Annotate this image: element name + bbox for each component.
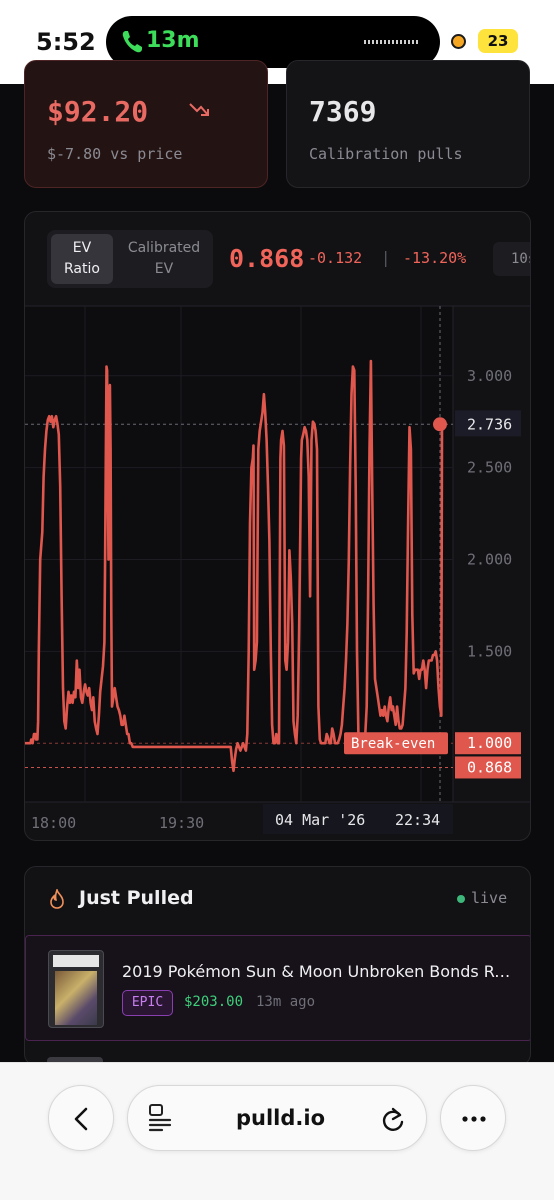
ellipsis-icon bbox=[462, 1116, 486, 1122]
reload-icon[interactable] bbox=[380, 1105, 406, 1133]
calibrated-ev-tab-line2: EV bbox=[154, 261, 174, 277]
break-even-value-badge bbox=[455, 732, 521, 755]
card-art bbox=[55, 971, 97, 1025]
x-tick-label: 18:00 bbox=[31, 814, 76, 832]
ev-ratio-change-pct: -13.20% bbox=[403, 249, 467, 267]
y-tick-label: 3.000 bbox=[467, 367, 512, 385]
current-value-badge bbox=[455, 410, 521, 437]
ev-vs-price: $-7.80 vs price bbox=[47, 145, 183, 163]
page-menu-icon bbox=[148, 1104, 172, 1132]
ev-ratio-tab[interactable]: EV Ratio bbox=[51, 234, 113, 284]
header-separator: | bbox=[383, 248, 389, 267]
pulls-card: 7369 Calibration pulls bbox=[286, 60, 530, 188]
calibrated-ev-tab-line1: Calibrated bbox=[127, 240, 201, 256]
flame-icon bbox=[50, 889, 64, 909]
y-tick-label: 1.500 bbox=[467, 642, 512, 660]
break-even-value-label: 1.000 bbox=[467, 734, 512, 752]
ev-value-card: $92.20 $-7.80 vs price bbox=[24, 60, 268, 188]
pulled-item-title: 2019 Pokémon Sun & Moon Unbroken Bonds R… bbox=[122, 962, 512, 981]
pulls-label: Calibration pulls bbox=[309, 145, 463, 163]
live-label: live bbox=[471, 889, 508, 907]
pulled-item-time: 13m ago bbox=[256, 994, 316, 1010]
chevron-left-icon bbox=[74, 1107, 88, 1131]
url-text: pulld.io bbox=[236, 1106, 326, 1130]
pulled-item-price: $203.00 bbox=[184, 994, 244, 1010]
rarity-badge: EPIC bbox=[122, 990, 173, 1016]
plot-area bbox=[25, 306, 453, 802]
clock-time: 5:52 bbox=[36, 28, 96, 56]
break-even-label: Break-even bbox=[351, 736, 435, 752]
card-thumbnail bbox=[48, 950, 104, 1028]
pulls-value: 7369 bbox=[309, 95, 377, 128]
browser-toolbar: pulld.io bbox=[0, 1062, 554, 1200]
ev-ratio-line bbox=[25, 359, 445, 773]
trend-down-icon bbox=[189, 103, 209, 116]
grading-slab-label bbox=[53, 955, 99, 967]
crosshair-time: 22:34 bbox=[395, 811, 440, 829]
just-pulled-card: Just Pulled live 2019 Pokémon Sun & Moon… bbox=[24, 866, 531, 1066]
call-duration: 13m bbox=[146, 28, 200, 53]
y-tick-label: 2.000 bbox=[467, 551, 512, 569]
back-button[interactable] bbox=[48, 1085, 114, 1151]
last-value-label: 0.868 bbox=[467, 758, 512, 776]
last-value-badge bbox=[455, 756, 521, 779]
ev-value: $92.20 bbox=[47, 95, 149, 128]
x-tick-label: 19:30 bbox=[159, 814, 204, 832]
ev-ratio-tab-line2: Ratio bbox=[64, 261, 100, 277]
ev-ratio-change: -0.132 bbox=[308, 249, 363, 267]
y-tick-label: 2.500 bbox=[467, 459, 512, 477]
battery-indicator: 23 bbox=[478, 29, 518, 53]
calibrated-ev-tab[interactable]: Calibrated EV bbox=[119, 234, 209, 284]
ev-ratio-chart[interactable]: 3.000 2.500 2.000 1.500 18:00 19:30 2.736 Break… bbox=[25, 212, 531, 841]
current-value-label: 2.736 bbox=[467, 415, 512, 433]
ev-ratio-value: 0.868 bbox=[229, 244, 305, 273]
current-point-marker bbox=[433, 417, 447, 432]
chart-mode-toggle: EV Ratio Calibrated EV bbox=[47, 230, 213, 288]
dynamic-island[interactable]: 13m bbox=[106, 16, 440, 68]
next-card-thumbnail bbox=[47, 1057, 103, 1065]
recording-indicator bbox=[451, 34, 466, 49]
pulled-item[interactable]: 2019 Pokémon Sun & Moon Unbroken Bonds R… bbox=[25, 935, 530, 1041]
crosshair-date: 04 Mar '26 bbox=[275, 811, 365, 829]
address-bar[interactable]: pulld.io bbox=[127, 1085, 427, 1151]
timeframe-button[interactable]: 10s bbox=[493, 242, 530, 276]
phone-icon bbox=[122, 31, 142, 53]
more-button[interactable] bbox=[440, 1085, 506, 1151]
live-indicator bbox=[457, 895, 465, 903]
just-pulled-title: Just Pulled bbox=[79, 887, 194, 909]
break-even-badge bbox=[344, 732, 448, 755]
ev-chart-card: 3.000 2.500 2.000 1.500 18:00 19:30 2.736 Break… bbox=[24, 211, 531, 841]
ev-ratio-tab-line1: EV bbox=[72, 240, 92, 256]
crosshair-date-badge bbox=[263, 804, 453, 834]
audio-wave-icon bbox=[364, 40, 418, 44]
